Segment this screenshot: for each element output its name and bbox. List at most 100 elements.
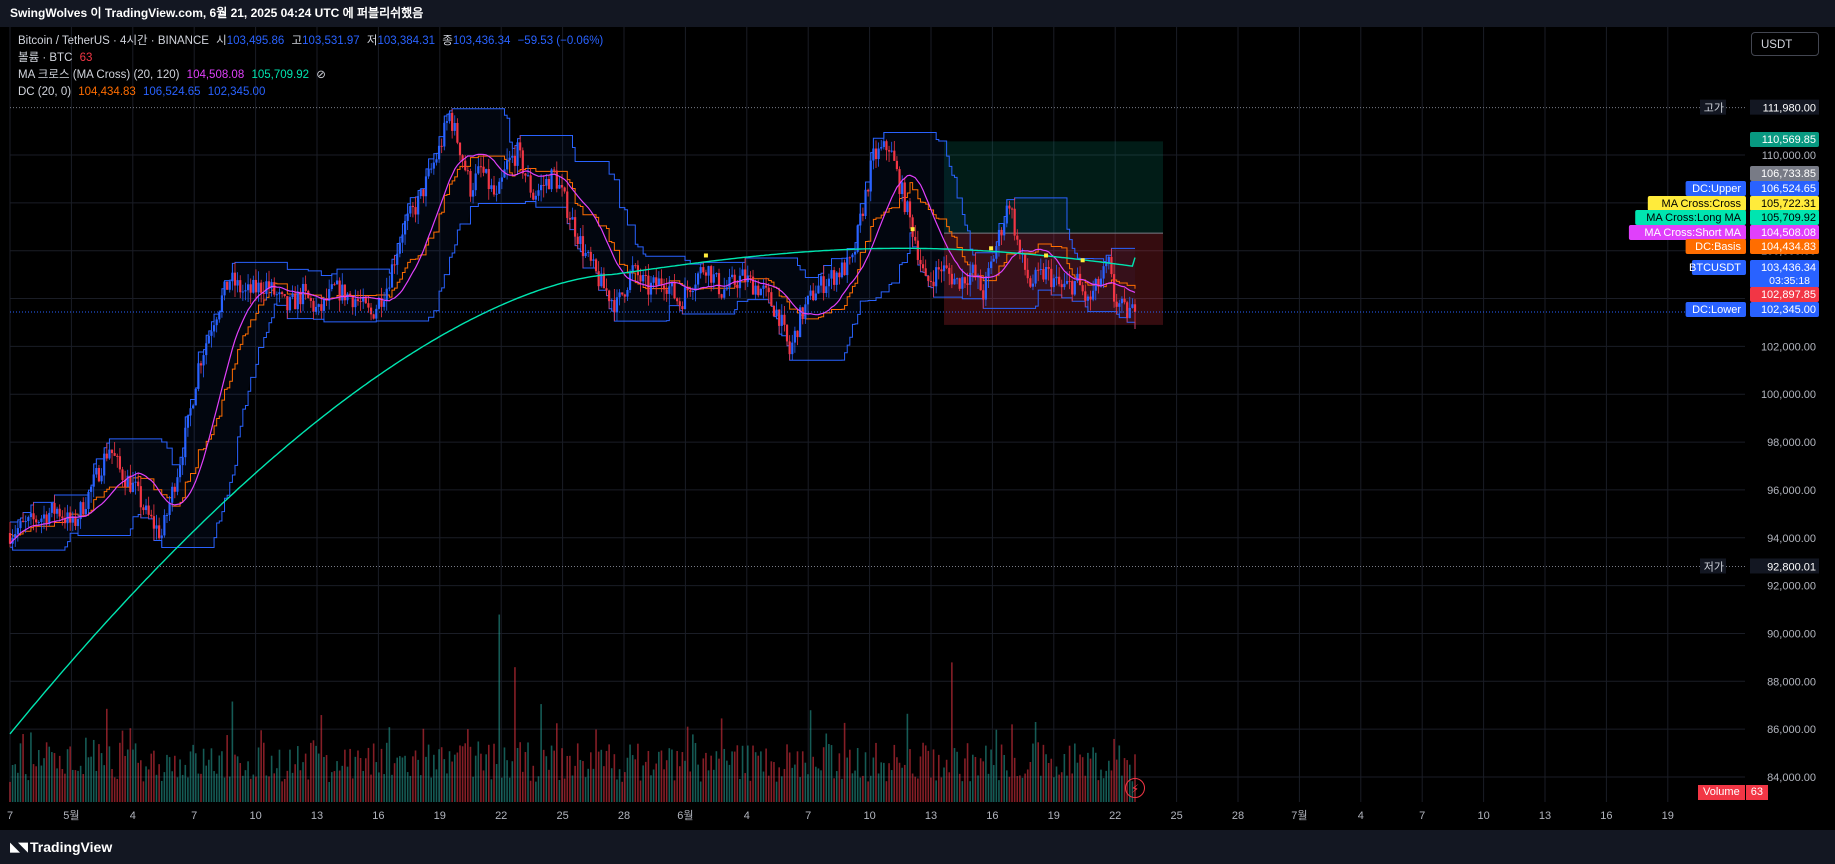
price-tag[interactable]: 106,733.85 [1750,166,1819,181]
position-target-zone[interactable] [944,141,1163,234]
candle-body [294,293,297,310]
volume-bar [1060,772,1063,802]
volume-bar [446,773,448,802]
x-tick-label: 22 [1109,810,1121,822]
volume-bar [113,777,116,802]
legend-volume-row[interactable]: 볼륨 · BTC 63 [18,50,611,67]
volume-bar [1087,752,1089,802]
volume-bar [174,755,176,802]
volume-bar [349,748,351,802]
candle-body [676,298,679,302]
candle-body [356,299,360,302]
candle-body [278,292,281,295]
candle-body [422,189,425,197]
candle-body [665,289,668,294]
x-axis[interactable]: 7 5월 4 7 10 13 16 19 22 25 28 6월 4 7 10 13 16 19 22 25 28 7월 4… [7,809,1674,822]
volume-bar [255,776,257,802]
volume-bar [171,771,174,802]
x-tick-label: 19 [434,810,446,822]
candle-body [440,145,443,147]
price-tag[interactable]: 105,722.31 MA Cross:Cross [1647,196,1819,211]
price-tag-countdown: 03:35:18 [1769,275,1810,287]
candle-body [194,388,197,406]
volume-bar [501,777,503,802]
volume-bar [425,756,427,802]
volume-bar [307,779,310,802]
price-tag[interactable]: 105,709.92 MA Cross:Long MA [1635,210,1819,225]
donchian-fill [10,108,1135,551]
price-tag[interactable]: 102,897.85 [1750,287,1819,302]
candle-body [1044,266,1048,280]
tradingview-logo[interactable]: ◣◥ TradingView [10,839,112,855]
volume-bar [817,768,820,802]
volume-bar [35,766,37,802]
candle-body [364,296,367,304]
candle-body [82,502,85,515]
volume-bar [64,773,66,802]
candle-body [432,162,435,169]
candle-body [126,475,129,487]
candle-body [686,287,689,291]
volume-bar [43,758,45,802]
candle-body [168,502,171,515]
volume-bar [231,701,234,802]
price-tag-value-bg [1750,181,1819,196]
candle-body [955,278,959,280]
lightning-icon[interactable]: ⚡ [1125,778,1145,798]
candle-body [545,179,548,186]
price-tag-label: BTCUSDT [1689,262,1741,274]
candle-body [707,266,710,276]
price-tag[interactable]: 104,508.08 MA Cross:Short MA [1628,225,1819,240]
candle-body [974,264,977,278]
volume-bar [896,757,898,802]
volume-bar [74,770,77,802]
volume-bar [710,755,712,802]
candle-body [997,229,1001,247]
volume-bar [252,774,255,802]
donchian-basis-line [10,155,1136,537]
volume-bar [631,755,634,802]
volume-bar [937,754,940,802]
volume-bar [1053,777,1055,802]
candle-body [796,330,799,338]
price-tag[interactable]: 104,434.83 DC:Basis [1685,239,1819,254]
volume-bar [671,749,673,802]
candle-body [992,258,995,262]
candle-body [220,295,224,313]
volume-bar [760,751,762,802]
candle-body [1018,239,1021,255]
legend-dc-row[interactable]: DC (20, 0) 104,434.83 106,524.65 102,345… [18,84,611,101]
dc-basis-value: 104,434.83 [78,86,136,98]
volume-bar [433,754,435,802]
candle-body [953,278,956,285]
volume-bar [480,753,482,802]
candle-body [87,491,90,509]
price-tag[interactable]: 110,569.85 [1750,132,1819,147]
legend-ma-row[interactable]: MA 크로스 (MA Cross) (20, 120) 104,508.08 1… [18,67,611,84]
price-tag[interactable]: 106,524.65 DC:Upper [1685,181,1819,196]
currency-button[interactable]: USDT [1751,32,1819,56]
volume-bar [79,765,82,802]
price-chart[interactable]: 고가 111,980.00 저가 92,800.01 84,000.00 86,000.0… [0,27,1835,830]
volume-bar [757,755,760,802]
volume-bar [791,767,794,802]
legend-symbol-row[interactable]: Bitcoin / TetherUS · 4시간 · BINANCE 시103,… [18,33,611,50]
price-tag[interactable]: 102,345.00 DC:Lower [1685,302,1819,317]
high-marker-value: 111,980.00 [1763,103,1816,115]
candle-body [351,296,354,308]
candle-body [315,306,318,312]
candle-body [615,297,619,313]
candle-body [788,341,791,355]
candle-body [995,246,998,259]
candle-body [226,281,229,290]
candle-body [249,284,252,293]
hidden-icon[interactable]: ⊘ [316,69,326,81]
volume-bar [1021,777,1024,802]
candle-body [639,275,642,282]
candle-body [717,273,721,295]
volume-bar [53,753,56,802]
volume-bar [775,781,778,802]
candle-body [864,189,867,216]
candle-body [19,520,22,529]
